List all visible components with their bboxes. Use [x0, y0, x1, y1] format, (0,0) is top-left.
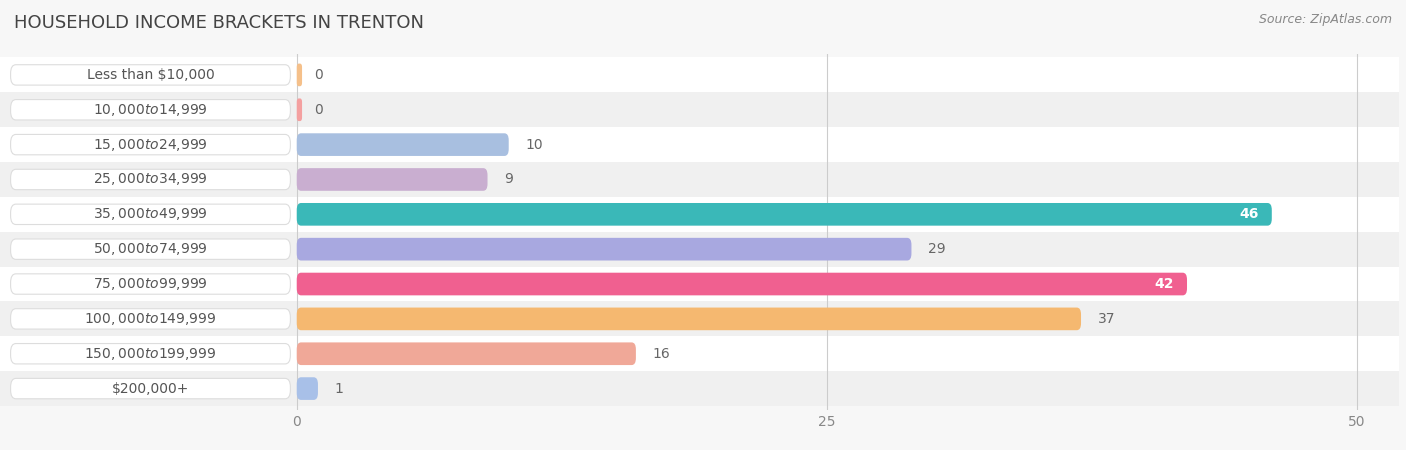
Text: HOUSEHOLD INCOME BRACKETS IN TRENTON: HOUSEHOLD INCOME BRACKETS IN TRENTON	[14, 14, 425, 32]
FancyBboxPatch shape	[297, 63, 302, 86]
FancyBboxPatch shape	[11, 309, 291, 329]
Text: $50,000 to $74,999: $50,000 to $74,999	[93, 241, 208, 257]
FancyBboxPatch shape	[11, 99, 291, 120]
Text: 46: 46	[1240, 207, 1260, 221]
FancyBboxPatch shape	[11, 65, 291, 85]
Text: $100,000 to $149,999: $100,000 to $149,999	[84, 311, 217, 327]
Text: $15,000 to $24,999: $15,000 to $24,999	[93, 137, 208, 153]
FancyBboxPatch shape	[297, 377, 318, 400]
Bar	[0, 92, 1399, 127]
FancyBboxPatch shape	[11, 239, 291, 259]
FancyBboxPatch shape	[297, 133, 509, 156]
FancyBboxPatch shape	[11, 274, 291, 294]
Text: 1: 1	[335, 382, 344, 396]
Text: $25,000 to $34,999: $25,000 to $34,999	[93, 171, 208, 188]
Bar	[0, 302, 1399, 336]
Bar	[0, 336, 1399, 371]
Text: Less than $10,000: Less than $10,000	[87, 68, 214, 82]
Text: 9: 9	[505, 172, 513, 186]
FancyBboxPatch shape	[297, 273, 1187, 295]
FancyBboxPatch shape	[11, 204, 291, 225]
Text: $200,000+: $200,000+	[112, 382, 190, 396]
FancyBboxPatch shape	[297, 99, 302, 121]
Text: $10,000 to $14,999: $10,000 to $14,999	[93, 102, 208, 118]
FancyBboxPatch shape	[297, 203, 1272, 225]
FancyBboxPatch shape	[297, 238, 911, 261]
Text: 10: 10	[526, 138, 543, 152]
Text: 0: 0	[314, 68, 322, 82]
FancyBboxPatch shape	[297, 168, 488, 191]
Text: 0: 0	[314, 103, 322, 117]
FancyBboxPatch shape	[11, 169, 291, 189]
Text: $35,000 to $49,999: $35,000 to $49,999	[93, 206, 208, 222]
Bar	[0, 266, 1399, 302]
Bar	[0, 127, 1399, 162]
Bar	[0, 162, 1399, 197]
Bar	[0, 232, 1399, 266]
Bar	[0, 58, 1399, 92]
Text: 37: 37	[1098, 312, 1115, 326]
Text: 29: 29	[928, 242, 946, 256]
FancyBboxPatch shape	[11, 378, 291, 399]
Bar	[0, 371, 1399, 406]
Text: 16: 16	[652, 347, 671, 361]
FancyBboxPatch shape	[297, 307, 1081, 330]
Text: Source: ZipAtlas.com: Source: ZipAtlas.com	[1258, 14, 1392, 27]
Text: 42: 42	[1154, 277, 1174, 291]
FancyBboxPatch shape	[297, 342, 636, 365]
FancyBboxPatch shape	[11, 135, 291, 155]
FancyBboxPatch shape	[11, 343, 291, 364]
Text: $150,000 to $199,999: $150,000 to $199,999	[84, 346, 217, 362]
Text: $75,000 to $99,999: $75,000 to $99,999	[93, 276, 208, 292]
Bar	[0, 197, 1399, 232]
